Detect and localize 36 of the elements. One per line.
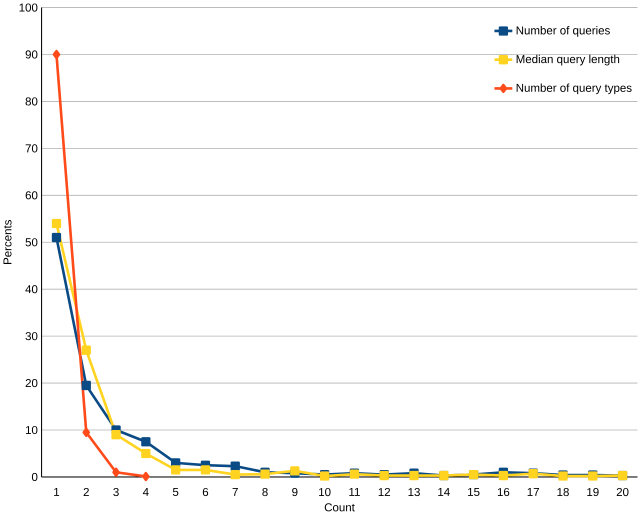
y-tick-label: 20 [26,379,38,388]
x-tick-label: 19 [587,488,599,496]
x-tick-label: 8 [262,488,268,496]
x-tick-label: 12 [378,488,390,496]
x-tick-label: 17 [528,488,540,496]
x-tick-label: 5 [172,488,178,496]
x-tick-label: 14 [438,488,450,496]
y-tick-label: 40 [25,285,38,294]
legend-label: Number of query types [516,84,632,94]
x-tick-label: 20 [616,488,629,496]
y-tick-label: 90 [26,50,38,59]
x-tick-label: 1 [54,488,60,496]
y-tick-label: 0 [32,472,38,482]
x-tick-label: 10 [319,488,331,496]
x-tick-label: 6 [202,488,208,496]
y-tick-label: 10 [26,426,38,434]
x-tick-label: 2 [84,488,89,496]
x-tick-label: 4 [142,488,149,496]
x-tick-label: 11 [349,488,360,496]
x-tick-label: 7 [232,488,238,496]
y-tick-label: 100 [20,4,38,12]
legend-label: Number of queries [516,26,610,37]
legend-label: Median query length [516,54,620,66]
x-tick-label: 18 [557,488,569,496]
x-axis-title: Count [324,503,355,512]
y-axis-title: Percents [4,220,12,264]
x-tick-label: 3 [113,488,119,496]
x-tick-label: 9 [292,488,298,496]
x-tick-label: 13 [408,488,420,496]
y-tick-label: 50 [26,238,38,246]
x-tick-label: 16 [498,488,510,496]
y-tick-label: 80 [26,97,38,106]
y-tick-label: 70 [26,144,38,152]
y-tick-label: 30 [26,332,38,340]
y-tick-label: 60 [26,191,38,200]
x-tick-label: 15 [468,488,480,496]
